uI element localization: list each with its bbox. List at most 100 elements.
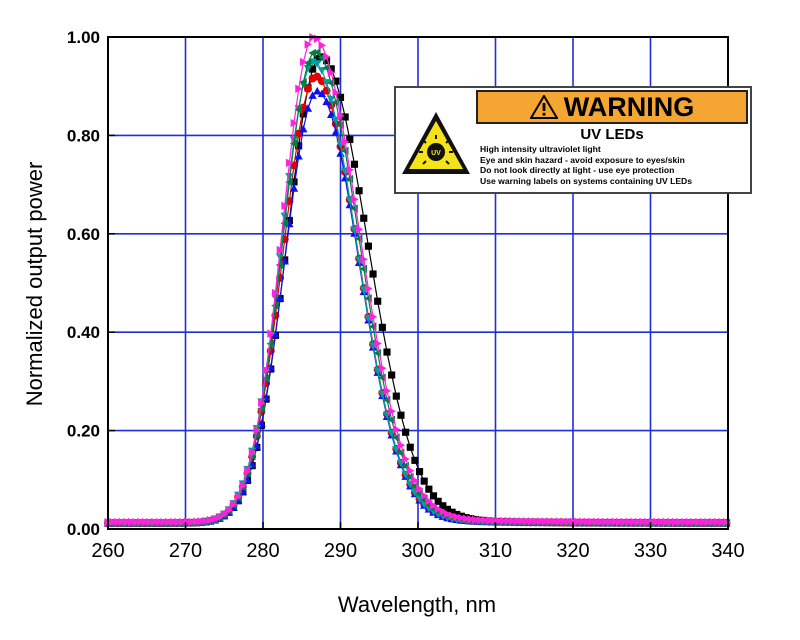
data-point [378, 323, 386, 331]
data-point [397, 441, 406, 450]
y-tick-label: 0.80 [67, 126, 100, 145]
data-point [388, 371, 396, 379]
data-point [676, 517, 685, 527]
data-point [383, 386, 392, 396]
warning-label: UV WARNING UV LEDs High intensity ultrav… [394, 86, 752, 194]
data-point [271, 329, 280, 338]
data-point [248, 448, 257, 458]
data-point [602, 517, 610, 527]
data-point [388, 407, 396, 416]
data-point [355, 187, 363, 195]
data-point [662, 517, 671, 527]
y-tick-label: 0.60 [67, 225, 100, 244]
data-point [420, 491, 429, 500]
data-point [402, 428, 410, 436]
data-point [262, 366, 271, 375]
y-axis-title: Normalized output power [22, 162, 47, 407]
data-point [718, 517, 726, 527]
data-point [639, 517, 647, 527]
y-tick-labels: 0.00 0.20 0.40 0.60 0.80 1.00 [67, 28, 100, 539]
data-point [290, 118, 299, 128]
data-point [327, 95, 336, 104]
data-point [127, 517, 136, 527]
data-point [303, 58, 312, 68]
series-layer [103, 32, 731, 528]
data-point [327, 110, 336, 118]
data-point [109, 517, 117, 527]
data-point [551, 517, 559, 526]
data-point [392, 425, 401, 434]
data-point [289, 184, 299, 192]
data-point [471, 515, 480, 524]
data-point [160, 517, 168, 527]
data-point [308, 91, 317, 99]
data-point [299, 124, 308, 133]
data-point [583, 517, 592, 526]
data-point [299, 78, 307, 87]
data-point [303, 84, 312, 93]
data-point [369, 270, 377, 278]
data-point [113, 517, 122, 527]
data-point [425, 496, 434, 506]
data-point [271, 301, 279, 310]
data-point [467, 515, 475, 524]
y-tick-label: 0.00 [67, 520, 100, 539]
data-point [155, 517, 164, 527]
x-tick-label: 280 [246, 540, 279, 562]
data-point [411, 456, 419, 464]
data-point [592, 517, 601, 527]
data-point [225, 506, 234, 515]
data-point [532, 517, 540, 526]
data-point [230, 500, 238, 509]
data-point [392, 392, 400, 400]
data-point [258, 398, 266, 408]
data-point [275, 260, 284, 270]
data-point [118, 517, 127, 527]
data-point [252, 441, 261, 450]
data-point [267, 329, 275, 338]
data-point [578, 517, 587, 526]
data-point [485, 516, 494, 525]
data-point [253, 426, 261, 435]
data-point [294, 105, 303, 114]
data-point [616, 517, 624, 527]
data-point [527, 517, 536, 526]
data-point [634, 517, 643, 527]
data-point [272, 288, 280, 298]
data-point [141, 517, 150, 527]
warning-line: Eye and skin hazard - avoid exposure to … [480, 154, 685, 165]
uv-hazard-sign-icon: UV [402, 112, 470, 174]
data-point [541, 517, 550, 526]
data-point [546, 517, 554, 526]
x-axis-title: Wavelength, nm [338, 592, 496, 617]
data-point [597, 517, 606, 527]
data-point [137, 517, 145, 527]
data-point [369, 312, 378, 322]
x-tick-label: 330 [634, 540, 667, 562]
data-point [518, 517, 527, 526]
data-point [439, 507, 447, 516]
data-point [704, 517, 713, 527]
data-point [402, 454, 410, 464]
data-point [690, 517, 699, 527]
data-point [360, 255, 368, 264]
x-tick-labels: 260 270 280 290 300 310 320 330 340 [91, 540, 744, 562]
data-point [443, 505, 452, 513]
data-point [630, 517, 638, 527]
data-point [434, 504, 443, 514]
data-point [346, 135, 354, 144]
data-point [276, 245, 285, 255]
data-point [303, 104, 313, 112]
data-point [322, 97, 331, 106]
data-point [523, 517, 531, 526]
data-point [695, 517, 703, 527]
data-point [537, 517, 545, 526]
warning-title: WARNING [563, 91, 695, 122]
data-point [299, 110, 307, 118]
data-point [458, 513, 466, 523]
data-point [295, 84, 303, 93]
data-point [318, 41, 327, 50]
data-point [481, 516, 489, 525]
data-point [699, 517, 708, 527]
warning-line: Do not look directly at light - use eye … [480, 165, 675, 175]
